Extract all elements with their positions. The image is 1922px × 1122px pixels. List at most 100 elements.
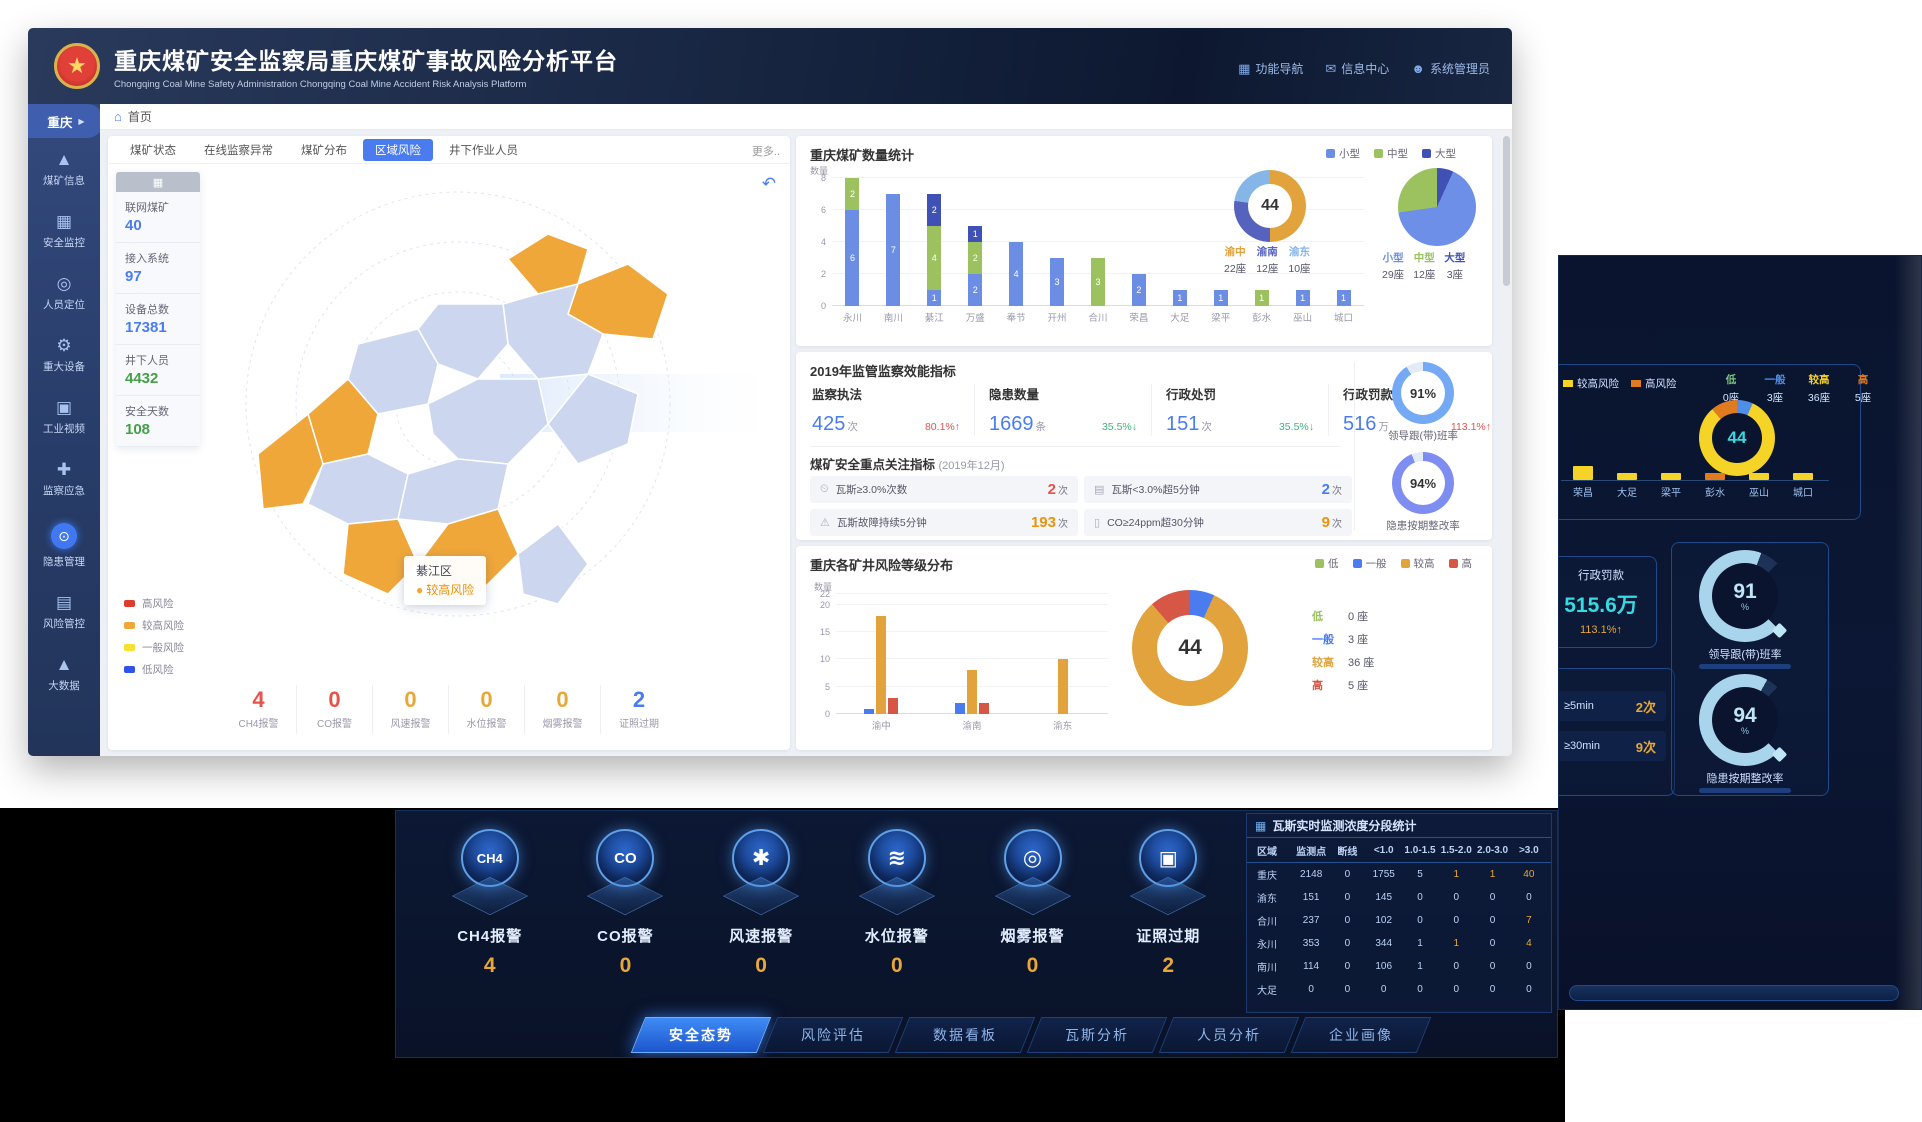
focus-icon: ▤ (1094, 484, 1105, 496)
cell: 大足 (1257, 986, 1277, 997)
bottom-nav-tab-安全态势[interactable]: 安全态势 (630, 1017, 772, 1053)
breadcrumb[interactable]: ⌂ 首页 (100, 104, 1512, 130)
table-row-大足[interactable]: 大足 0 0 0 0 0 0 0 (1247, 978, 1551, 1001)
bottom-nav-tab-人员分析[interactable]: 人员分析 (1158, 1017, 1300, 1053)
stat-label: 接入系统 (125, 253, 169, 265)
pie-legend-中型: 中型 12座 (1413, 250, 1435, 282)
table-row-永川[interactable]: 永川 353 0 344 1 1 0 4 (1247, 932, 1551, 955)
table-row-渝东[interactable]: 渝东 151 0 145 0 0 0 0 (1247, 886, 1551, 909)
col-header: <1.0 (1373, 844, 1394, 856)
window-scrollbar[interactable] (1501, 130, 1512, 756)
efficiency-metrics: 监察执法 425 次 80.1%↑ 隐患数量 1669 条 35.5%↓ 行政处罚 151 次 35.… (798, 384, 1505, 436)
map-tab-煤矿分布[interactable]: 煤矿分布 (301, 144, 347, 157)
table-header-row: 区域 监测点 断线 <1.0 1.0-1.5 1.5-2.0 2.0-3.0 >3.0 (1247, 838, 1551, 863)
cell: 渝东 (1257, 894, 1277, 905)
risk-distribution-card: 重庆各矿井风险等级分布 低一般 较高高 数量 0 5 10 15 20 22 渝中 渝南 渝东 44… (796, 546, 1492, 750)
cell: 1 (1417, 938, 1423, 949)
sidebar-item-监察应急[interactable]: ✚ 监察应急 (28, 448, 100, 510)
bottom-nav-tab-风险评估[interactable]: 风险评估 (762, 1017, 904, 1053)
focus-unit: 次 (1058, 486, 1068, 497)
bottom-alarm-label: 水位报警 (864, 928, 929, 945)
y-tick: 0 (824, 709, 830, 719)
sidebar-item-隐患管理[interactable]: ⊙ 隐患管理 (28, 510, 100, 581)
gas-duration-rows: ≥5min 2次 ≥30min 9次 (1559, 691, 1674, 761)
header-link-系统管理员[interactable]: ☻ 系统管理员 (1411, 60, 1490, 77)
x-label: 彭水 (1252, 313, 1272, 324)
cell: 5 (1417, 869, 1423, 880)
donut-legend-渝中: 渝中 22座 (1224, 244, 1246, 276)
cell: 0 (1344, 869, 1351, 880)
cell: 0 (1417, 892, 1423, 903)
sidebar-region-selector[interactable]: 重庆 ▶ (28, 104, 104, 138)
map-tab-煤矿状态[interactable]: 煤矿状态 (130, 144, 176, 157)
table-row-南川[interactable]: 南川 114 0 106 1 0 0 0 (1247, 955, 1551, 978)
metric-delta: 80.1%↑ (924, 421, 960, 433)
bottom-nav-tab-瓦斯分析[interactable]: 瓦斯分析 (1026, 1017, 1168, 1053)
bar-group-彭水: 1 彭水 (1241, 178, 1282, 324)
bar-segment-高 (888, 697, 899, 714)
card-title: 重庆煤矿数量统计 (810, 148, 915, 163)
scrollbar-thumb[interactable] (1503, 136, 1510, 286)
bar-segment-中型: 4 (927, 226, 942, 290)
focus-CO≥24ppm超30分钟: ▯ CO≥24ppm超30分钟 9 次 (1084, 509, 1352, 536)
alarm-风速报警: 0 风速报警 (373, 685, 449, 734)
sidebar-item-人员定位[interactable]: ◎ 人员定位 (28, 262, 100, 324)
bar-segment-较高 (876, 615, 887, 714)
stat-label: 安全天数 (125, 406, 169, 418)
bottom-nav-tab-数据看板[interactable]: 数据看板 (894, 1017, 1036, 1053)
重大设备-icon: ⚙ (56, 336, 72, 355)
map-back-button[interactable]: ↶ (761, 174, 776, 193)
legend-label: 高 (1461, 558, 1473, 570)
header-link-信息中心[interactable]: ✉ 信息中心 (1325, 60, 1389, 77)
x-label: 渝中 (871, 721, 891, 732)
stats-panel-header[interactable]: ▦ (116, 172, 200, 192)
map-tab-区域风险[interactable]: 区域风险 (363, 138, 433, 161)
metric-label: 行政处罚 (1166, 388, 1217, 402)
sidebar-item-安全监控[interactable]: ▦ 安全监控 (28, 200, 100, 262)
count-value: 3座 (1766, 392, 1784, 404)
table-row-重庆[interactable]: 重庆 2148 0 1755 5 1 1 40 (1247, 863, 1551, 886)
bottom-nav-tab-企业画像[interactable]: 企业画像 (1290, 1017, 1432, 1053)
cell: 40 (1523, 869, 1535, 880)
alarm-CH4报警: 4 CH4报警 (221, 685, 297, 734)
mini-bar-巫山: 巫山 (1737, 452, 1781, 499)
risk-legend: 低 一般 较高 高 (1315, 556, 1472, 571)
bottom-alarm-CH4报警: CH4 CH4报警 4 (430, 825, 550, 1015)
metric-delta: 113.1%↑ (1450, 421, 1491, 433)
focus-unit: 次 (1332, 486, 1342, 497)
risk-count-一般: 一般 3 座 (1312, 631, 1374, 647)
legend-label: 大型 (1435, 148, 1456, 160)
cell: 0 (1417, 984, 1423, 995)
bottom-alarm-value: 0 (619, 954, 632, 977)
sidebar-item-大数据[interactable]: ▲ 大数据 (28, 643, 100, 705)
map-tab-井下作业人员[interactable]: 井下作业人员 (449, 144, 518, 157)
page-title: 重庆煤矿安全监察局重庆煤矿事故风险分析平台 (114, 48, 618, 74)
region-donut-legend: 渝中 22座 渝南 12座 渝东 10座 (1224, 244, 1311, 276)
mini-bar-label: 城口 (1793, 488, 1813, 499)
sidebar-item-煤矿信息[interactable]: ▲ 煤矿信息 (28, 138, 100, 200)
card-title: 2019年监管监察效能指标 (810, 364, 956, 379)
cell: 重庆 (1257, 871, 1277, 882)
header-link-功能导航[interactable]: ▦ 功能导航 (1238, 60, 1303, 77)
chevron-right-icon: ▶ (78, 116, 85, 126)
legend-label: 中型 (1387, 148, 1408, 160)
y-axis-label: 数量 (810, 166, 829, 176)
bar-group-梁平: 1 梁平 (1200, 178, 1241, 324)
sidebar-item-重大设备[interactable]: ⚙ 重大设备 (28, 324, 100, 386)
metric-value: 516 (1343, 413, 1377, 435)
gridline (836, 631, 1108, 633)
legend-swatch (1631, 380, 1641, 387)
cell: 0 (1526, 961, 1532, 972)
risk-count-高: 高 5 座 (1312, 677, 1374, 693)
focus-value: 2 (1047, 481, 1056, 498)
sidebar-item-工业视频[interactable]: ▣ 工业视频 (28, 386, 100, 448)
divider (810, 446, 1340, 447)
sidebar-item-风险管控[interactable]: ▤ 风险管控 (28, 581, 100, 643)
more-link[interactable]: 更多.. (751, 146, 780, 158)
metric-delta: 35.5%↓ (1278, 421, 1314, 433)
table-row-合川[interactable]: 合川 237 0 102 0 0 0 7 (1247, 909, 1551, 932)
mini-bar-label: 大足 (1617, 488, 1637, 499)
x-label: 渝东 (1053, 721, 1073, 732)
map-tab-在线监察异常[interactable]: 在线监察异常 (204, 144, 273, 157)
bar-segment-中型: 3 (1090, 258, 1105, 306)
